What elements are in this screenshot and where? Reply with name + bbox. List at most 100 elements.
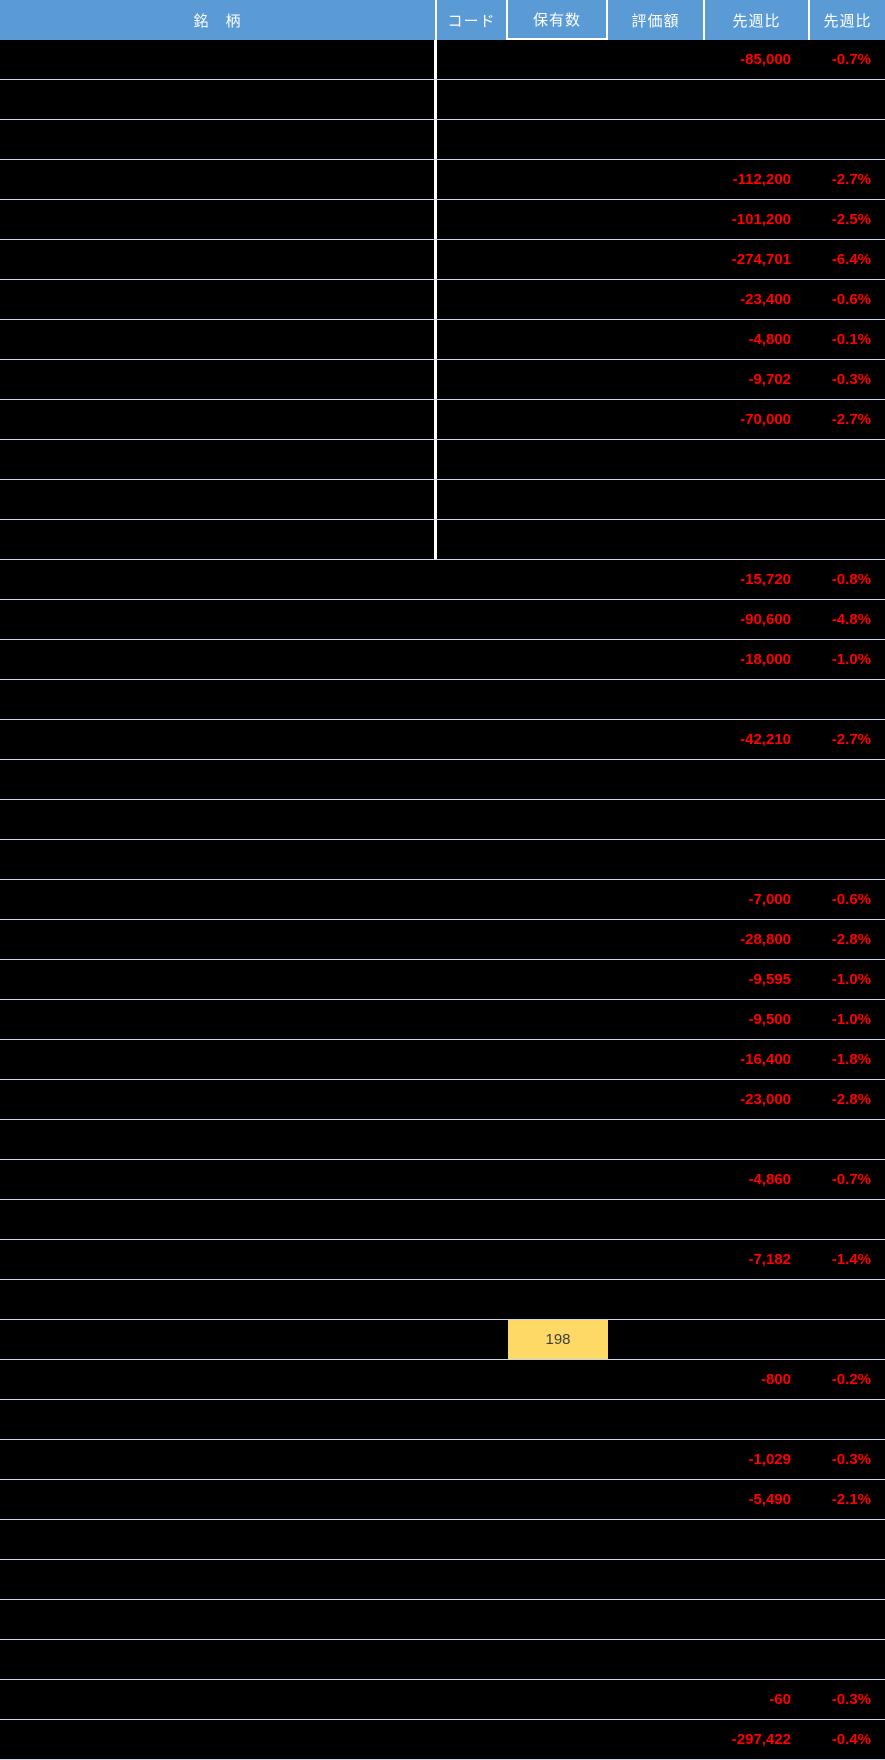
valuation-cell[interactable] [608, 160, 705, 199]
week-change-pct-cell[interactable]: -0.4% [831, 1731, 871, 1748]
valuation-cell[interactable] [608, 1360, 705, 1399]
code-cell[interactable] [437, 1640, 508, 1679]
week-change-cell[interactable] [705, 480, 810, 519]
week-change-pct-cell[interactable] [810, 120, 885, 159]
valuation-cell[interactable] [608, 1320, 705, 1359]
code-cell[interactable] [437, 800, 508, 839]
week-change-pct-cell[interactable]: -2.1% [831, 1491, 871, 1508]
holdings-cell[interactable] [508, 1560, 608, 1599]
week-change-pct-cell[interactable]: -1.4% [831, 1251, 871, 1268]
holdings-cell[interactable] [508, 440, 608, 479]
week-change-pct-cell[interactable] [810, 680, 885, 719]
week-change-pct-cell[interactable]: -2.5% [831, 211, 871, 228]
holdings-cell[interactable] [508, 400, 608, 439]
holdings-cell[interactable] [508, 1600, 608, 1639]
valuation-cell[interactable] [608, 200, 705, 239]
code-cell[interactable] [437, 1000, 508, 1039]
holdings-cell[interactable] [508, 720, 608, 759]
week-change-cell[interactable] [705, 120, 810, 159]
stock-name-cell[interactable] [0, 1400, 437, 1439]
code-cell[interactable] [437, 1560, 508, 1599]
valuation-cell[interactable] [608, 840, 705, 879]
week-change-pct-cell[interactable] [810, 80, 885, 119]
week-change-cell[interactable]: -16,400 [740, 1051, 791, 1068]
holdings-cell[interactable] [508, 1240, 608, 1279]
holdings-cell[interactable] [508, 800, 608, 839]
code-cell[interactable] [437, 480, 508, 519]
column-header-holdings[interactable]: 保有数 [508, 0, 608, 40]
valuation-cell[interactable] [608, 680, 705, 719]
week-change-pct-cell[interactable] [810, 800, 885, 839]
week-change-cell[interactable]: -7,000 [748, 891, 791, 908]
week-change-cell[interactable]: -800 [760, 1371, 791, 1388]
stock-name-cell[interactable] [0, 120, 437, 159]
week-change-cell[interactable]: -18,000 [740, 651, 791, 668]
holdings-cell[interactable] [508, 200, 608, 239]
valuation-cell[interactable] [608, 640, 705, 679]
stock-name-cell[interactable] [0, 760, 437, 799]
valuation-cell[interactable] [608, 760, 705, 799]
holdings-cell[interactable] [508, 240, 608, 279]
week-change-pct-cell[interactable] [810, 1280, 885, 1319]
week-change-cell[interactable]: -28,800 [740, 931, 791, 948]
holdings-cell[interactable] [508, 840, 608, 879]
valuation-cell[interactable] [608, 440, 705, 479]
stock-name-cell[interactable] [0, 480, 437, 519]
week-change-pct-cell[interactable]: -0.6% [831, 291, 871, 308]
week-change-cell[interactable]: -112,200 [732, 171, 791, 188]
stock-name-cell[interactable] [0, 1640, 437, 1679]
week-change-cell[interactable]: -4,860 [748, 1171, 791, 1188]
holdings-cell[interactable] [508, 680, 608, 719]
holdings-cell[interactable] [508, 1400, 608, 1439]
week-change-pct-cell[interactable]: -2.8% [831, 1091, 871, 1108]
code-cell[interactable] [437, 1480, 508, 1519]
week-change-pct-cell[interactable] [810, 1120, 885, 1159]
holdings-cell[interactable] [508, 1120, 608, 1159]
valuation-cell[interactable] [608, 600, 705, 639]
stock-name-cell[interactable] [0, 600, 437, 639]
stock-name-cell[interactable] [0, 1520, 437, 1559]
week-change-pct-cell[interactable] [810, 1400, 885, 1439]
valuation-cell[interactable] [608, 920, 705, 959]
code-cell[interactable] [437, 200, 508, 239]
valuation-cell[interactable] [608, 1640, 705, 1679]
code-cell[interactable] [437, 640, 508, 679]
valuation-cell[interactable] [608, 1520, 705, 1559]
valuation-cell[interactable] [608, 400, 705, 439]
valuation-cell[interactable] [608, 1200, 705, 1239]
holdings-cell[interactable] [508, 600, 608, 639]
stock-name-cell[interactable] [0, 560, 437, 599]
week-change-pct-cell[interactable]: -2.7% [831, 411, 871, 428]
week-change-pct-cell[interactable] [810, 1640, 885, 1679]
week-change-cell[interactable] [705, 1560, 810, 1599]
code-cell[interactable] [437, 1120, 508, 1159]
week-change-pct-cell[interactable]: -0.6% [831, 891, 871, 908]
valuation-cell[interactable] [608, 1720, 705, 1759]
week-change-cell[interactable]: -274,701 [731, 251, 791, 268]
week-change-cell[interactable]: -15,720 [740, 571, 791, 588]
code-cell[interactable] [437, 520, 508, 559]
stock-name-cell[interactable] [0, 1280, 437, 1319]
valuation-cell[interactable] [608, 240, 705, 279]
week-change-cell[interactable]: -101,200 [731, 211, 791, 228]
week-change-cell[interactable]: -1,029 [748, 1451, 791, 1468]
week-change-pct-cell[interactable]: -0.7% [831, 51, 871, 68]
valuation-cell[interactable] [608, 560, 705, 599]
week-change-pct-cell[interactable]: -0.3% [831, 1451, 871, 1468]
stock-name-cell[interactable] [0, 1120, 437, 1159]
week-change-cell[interactable]: -23,400 [740, 291, 791, 308]
week-change-pct-cell[interactable]: -6.4% [831, 251, 871, 268]
week-change-pct-cell[interactable] [810, 840, 885, 879]
holdings-cell[interactable] [508, 1160, 608, 1199]
stock-name-cell[interactable] [0, 200, 437, 239]
holdings-highlight-cell[interactable]: 198 [508, 1320, 608, 1359]
valuation-cell[interactable] [608, 320, 705, 359]
holdings-cell[interactable] [508, 320, 608, 359]
valuation-cell[interactable] [608, 1040, 705, 1079]
column-header-stock-name[interactable]: 銘 柄 [0, 0, 437, 40]
week-change-cell[interactable]: -70,000 [740, 411, 791, 428]
code-cell[interactable] [437, 400, 508, 439]
stock-name-cell[interactable] [0, 920, 437, 959]
valuation-cell[interactable] [608, 1440, 705, 1479]
code-cell[interactable] [437, 760, 508, 799]
